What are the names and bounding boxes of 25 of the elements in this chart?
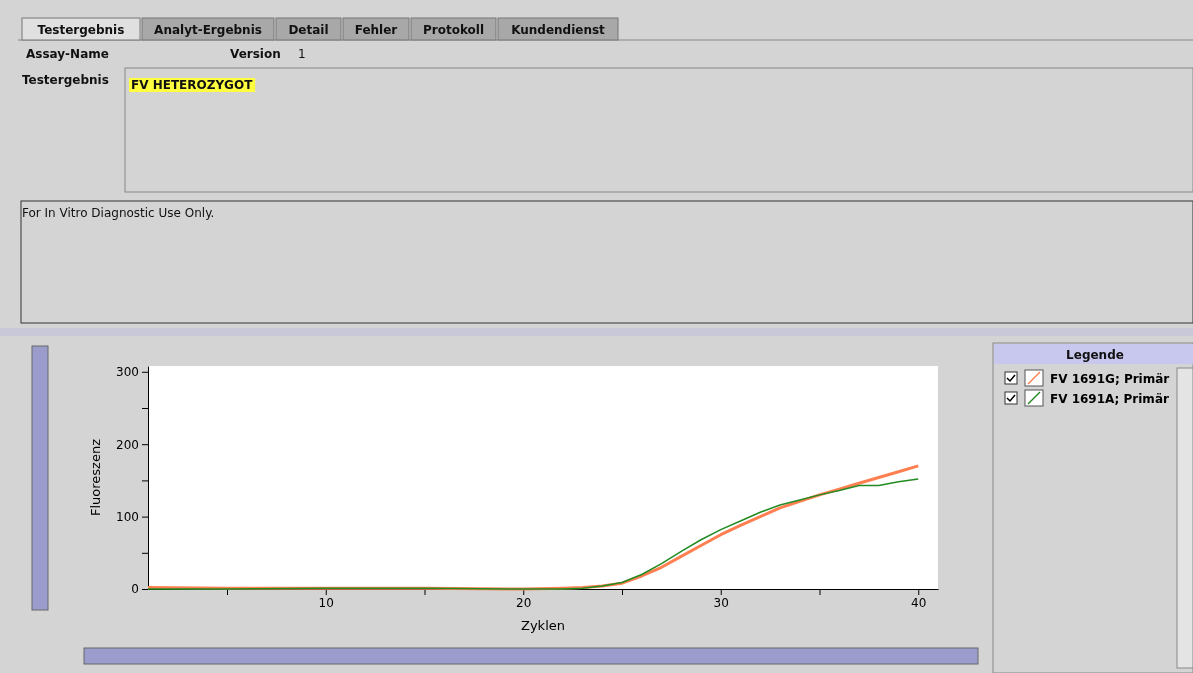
text: Legende (1066, 348, 1124, 362)
text: FV HETEROZYGOT (131, 78, 254, 92)
text: Testergebnis (37, 23, 125, 37)
text: Assay-Name (26, 47, 109, 61)
text: Testergebnis (22, 73, 109, 87)
x-tick-label: 40 (911, 595, 927, 610)
x-tick-label: 30 (713, 595, 729, 610)
x-tick-label: 10 (318, 595, 334, 610)
y-tick-label: 100 (116, 509, 139, 524)
y-tick-label: 300 (116, 365, 139, 380)
x-axis-title: Zyklen (521, 618, 565, 633)
x-tick-label: 20 (516, 595, 532, 610)
text: Detail (288, 23, 329, 37)
text: 1 (298, 47, 306, 61)
y-axis-title: Fluoreszenz (88, 438, 103, 516)
text: For In Vitro Diagnostic Use Only. (22, 206, 215, 220)
text: Version (230, 47, 281, 61)
y-tick-label: 200 (116, 437, 139, 452)
text: Kundendienst (511, 23, 606, 37)
text: Protokoll (422, 23, 485, 37)
text: Fehler (354, 23, 398, 37)
y-tick-label: 0 (131, 582, 139, 597)
text: Analyt-Ergebnis (154, 23, 262, 37)
legend-label: FV 1691A; Primär (1050, 392, 1169, 406)
legend-label: FV 1691G; Primär (1050, 372, 1170, 386)
